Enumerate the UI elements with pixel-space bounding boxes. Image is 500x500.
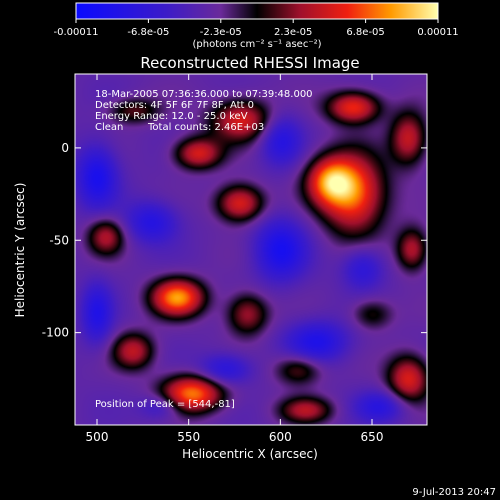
annotation-total-counts: Total counts: 2.46E+03 xyxy=(147,122,264,133)
chart-title: Reconstructed RHESSI Image xyxy=(140,54,359,72)
colorbar-tick-label: -2.3e-05 xyxy=(200,27,242,38)
y-axis-label: Heliocentric Y (arcsec) xyxy=(13,183,27,318)
y-tick-label: 0 xyxy=(61,141,69,155)
x-axis-label: Heliocentric X (arcsec) xyxy=(182,447,318,461)
annotation-energy-range: Energy Range: 12.0 - 25.0 keV xyxy=(95,111,248,122)
colorbar-tick-label: 6.8e-05 xyxy=(346,27,384,38)
annotation-clean: Clean xyxy=(95,122,123,133)
colorbar: -0.00011 -6.8e-05 -2.3e-05 2.3e-05 6.8e-05 0.… xyxy=(54,2,459,50)
x-tick-label: 600 xyxy=(269,430,292,444)
annotation-detectors: Detectors: 4F 5F 6F 7F 8F, Att 0 xyxy=(95,100,254,111)
colorbar-gradient xyxy=(75,2,439,20)
colorbar-tick-label: 2.3e-05 xyxy=(274,27,312,38)
y-tick-label: -50 xyxy=(49,233,69,247)
x-tick-label: 500 xyxy=(86,430,109,444)
annotation-peak-position: Position of Peak = [544,-81] xyxy=(95,399,235,410)
plot-frame xyxy=(74,73,428,426)
y-axis-ticks: 0 -50 -100 xyxy=(42,141,427,340)
heatmap-image xyxy=(75,74,427,425)
x-tick-label: 650 xyxy=(361,430,384,444)
colorbar-units-label: (photons cm⁻² s⁻¹ asec⁻²) xyxy=(192,39,321,50)
colorbar-tick-label: -0.00011 xyxy=(54,27,99,38)
footer-date: 9-Jul-2013 20:47 xyxy=(412,487,496,498)
colorbar-tick-label: 0.00011 xyxy=(417,27,458,38)
x-axis-ticks: 500 550 600 650 xyxy=(86,74,384,444)
y-tick-label: -100 xyxy=(42,326,69,340)
x-tick-label: 550 xyxy=(177,430,200,444)
colorbar-tick-label: -6.8e-05 xyxy=(127,27,169,38)
colorbar-ticks: -0.00011 -6.8e-05 -2.3e-05 2.3e-05 6.8e-05 0.… xyxy=(54,19,459,38)
annotation-time-range: 18-Mar-2005 07:36:36.000 to 07:39:48.000 xyxy=(95,89,313,100)
